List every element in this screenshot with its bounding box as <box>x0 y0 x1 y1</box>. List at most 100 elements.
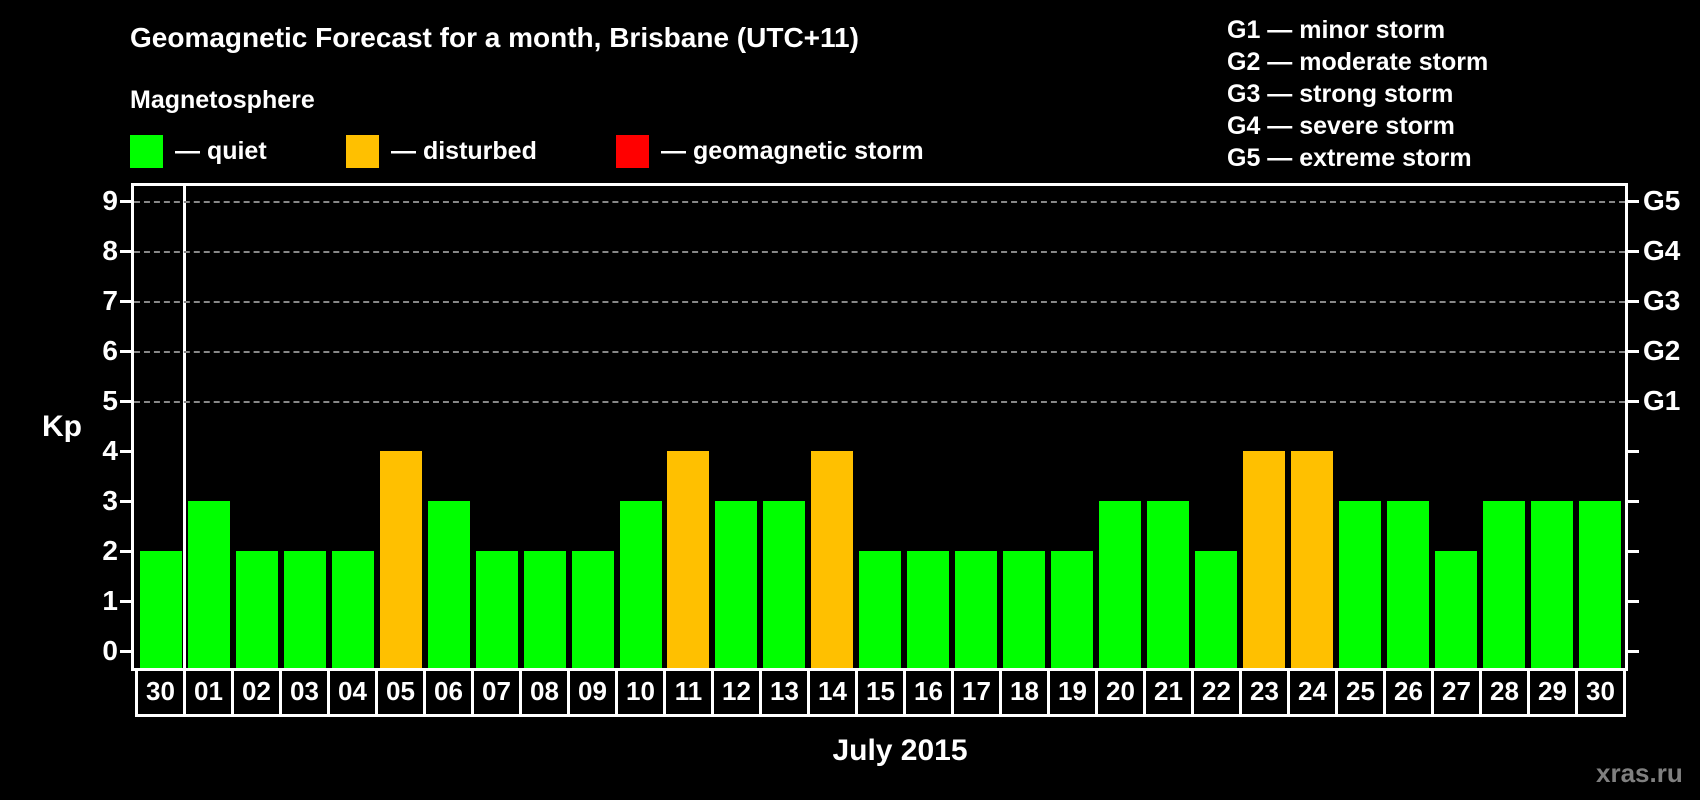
bar-17 <box>955 551 998 668</box>
bar-20 <box>1099 501 1141 668</box>
bar-28 <box>1482 501 1525 668</box>
gridline <box>134 401 1625 403</box>
y-axis-label: Kp <box>42 410 82 443</box>
y-tick-right <box>1625 300 1639 303</box>
bar-16 <box>907 551 950 668</box>
date-label: 20 <box>1095 668 1143 714</box>
date-label: 28 <box>1479 668 1527 714</box>
y-tick <box>120 400 134 403</box>
y-tick-right <box>1625 200 1639 203</box>
bar-15 <box>859 551 902 668</box>
y-tick <box>120 200 134 203</box>
date-label: 22 <box>1191 668 1239 714</box>
y-tick-right <box>1625 400 1639 403</box>
y-tick-label: 5 <box>102 385 118 416</box>
y-tick <box>120 550 134 553</box>
storm-level-axis-label: G4 <box>1643 235 1681 266</box>
legend-label-storm: — geomagnetic storm <box>661 136 924 165</box>
date-label: 23 <box>1239 668 1287 714</box>
bar-24 <box>1290 451 1333 668</box>
y-tick <box>120 650 134 653</box>
y-tick <box>120 500 134 503</box>
date-label: 02 <box>231 668 279 714</box>
y-tick-label: 6 <box>102 335 118 366</box>
date-label: 29 <box>1527 668 1575 714</box>
bar-09 <box>571 551 614 668</box>
plot-area <box>120 183 1639 671</box>
date-label: 16 <box>903 668 951 714</box>
bar-29 <box>1530 501 1573 668</box>
date-label: 11 <box>663 668 711 714</box>
bar-25 <box>1338 501 1381 668</box>
y-tick <box>120 300 134 303</box>
y-tick-label: 7 <box>102 285 118 316</box>
date-label: 17 <box>951 668 999 714</box>
bar-22 <box>1194 551 1237 668</box>
storm-level-axis-label: G2 <box>1643 335 1681 366</box>
x-axis-date-row: 30 01 02 03 04 05 06 07 08 09 10 11 12 13 14 15 16 17 18 19… <box>135 668 1626 717</box>
legend-label-disturbed: — disturbed <box>391 136 537 165</box>
legend-swatch-disturbed <box>346 134 379 168</box>
date-label: 13 <box>759 668 807 714</box>
date-label: 15 <box>855 668 903 714</box>
y-tick-label: 4 <box>102 435 118 466</box>
bar-05 <box>379 451 422 668</box>
storm-level-g4: G4 — severe storm <box>1227 112 1455 140</box>
date-label: 03 <box>279 668 327 714</box>
storm-level-axis-label: G3 <box>1643 285 1681 316</box>
bar-21 <box>1146 501 1189 668</box>
bar-18 <box>1003 551 1046 668</box>
bar-27 <box>1434 551 1477 668</box>
y-tick-right <box>1625 450 1639 453</box>
bar-04 <box>331 551 374 668</box>
y-tick-right <box>1625 250 1639 253</box>
bar-13 <box>763 501 806 668</box>
legend-swatch-quiet <box>130 134 163 168</box>
bar-23 <box>1242 451 1285 668</box>
y-tick-right <box>1625 650 1639 653</box>
storm-level-axis-label: G1 <box>1643 385 1681 416</box>
date-label: 10 <box>615 668 663 714</box>
y-tick-label: 0 <box>102 635 118 666</box>
date-label: 01 <box>183 668 231 714</box>
legend-item-storm: — geomagnetic storm <box>616 134 924 168</box>
bar-26 <box>1386 501 1429 668</box>
gridline <box>134 351 1625 353</box>
bar-19 <box>1051 551 1094 668</box>
y-tick <box>120 350 134 353</box>
date-label: 09 <box>567 668 615 714</box>
date-label: 04 <box>327 668 375 714</box>
legend-swatch-storm <box>616 134 649 168</box>
date-label: 14 <box>807 668 855 714</box>
legend-label-quiet: — quiet <box>175 136 267 165</box>
chart-title: Geomagnetic Forecast for a month, Brisba… <box>130 22 859 53</box>
watermark: xras.ru <box>1596 758 1683 788</box>
date-label: 30 <box>1575 668 1623 714</box>
bar-14 <box>811 451 854 668</box>
legend-item-disturbed: — disturbed <box>346 134 537 168</box>
y-tick-label: 1 <box>102 585 118 616</box>
date-label: 26 <box>1383 668 1431 714</box>
date-label: 07 <box>471 668 519 714</box>
date-label: 27 <box>1431 668 1479 714</box>
bar-06 <box>427 501 470 668</box>
y-tick-right <box>1625 600 1639 603</box>
month-separator <box>183 186 186 668</box>
bar-12 <box>715 501 758 668</box>
bar-03 <box>283 551 326 668</box>
bar-30 <box>1578 501 1621 668</box>
date-label: 30 <box>146 675 175 706</box>
bar-30 <box>140 551 182 668</box>
y-tick-label: 3 <box>102 485 118 516</box>
storm-level-list: G1 — minor storm G2 — moderate storm G3 … <box>1227 14 1488 174</box>
storm-level-axis-label: G5 <box>1643 185 1681 216</box>
legend-item-quiet: — quiet <box>130 134 267 168</box>
bar-08 <box>523 551 566 668</box>
x-axis-label: July 2015 <box>832 734 968 767</box>
date-label: 18 <box>999 668 1047 714</box>
date-label: 12 <box>711 668 759 714</box>
bar-11 <box>667 451 710 668</box>
y-tick-right <box>1625 350 1639 353</box>
date-label: 21 <box>1143 668 1191 714</box>
storm-level-g1: G1 — minor storm <box>1227 16 1446 44</box>
